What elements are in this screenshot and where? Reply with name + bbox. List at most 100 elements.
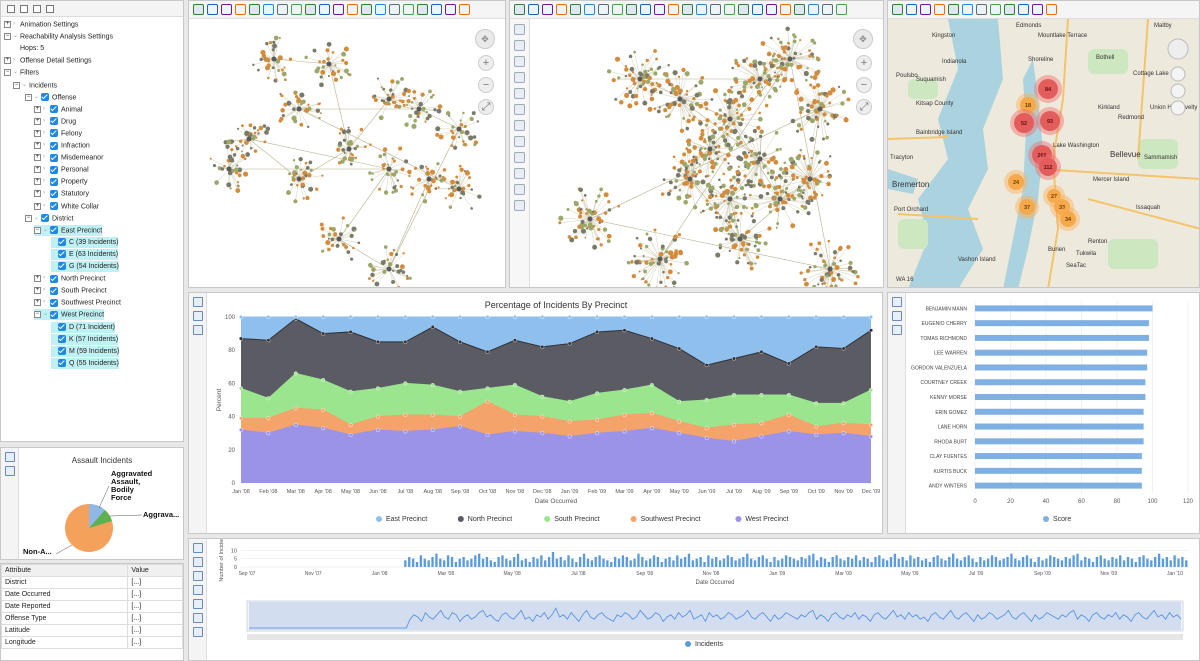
timeline-bar[interactable] (792, 558, 796, 567)
timeline-bar[interactable] (625, 557, 628, 567)
tree-item[interactable]: + › Animation Settings (4, 19, 78, 30)
timeline-bar[interactable] (932, 557, 935, 567)
toolbar-tool-icon[interactable] (724, 4, 735, 15)
timeline-bar[interactable] (676, 555, 679, 567)
timeline-bar[interactable] (648, 558, 652, 567)
toolbar-tool-icon[interactable] (738, 4, 749, 15)
timeline-bar[interactable] (1173, 555, 1176, 567)
chart-settings-icon[interactable] (4, 452, 15, 462)
toolbar-tool-icon[interactable] (193, 4, 204, 15)
area-series-north-precinct[interactable] (241, 318, 871, 404)
data-point[interactable] (841, 431, 846, 436)
collapse-icon[interactable]: − (4, 69, 11, 77)
timeline-bar[interactable] (497, 557, 500, 567)
collapse-all-icon[interactable] (20, 4, 28, 13)
expand-icon[interactable]: + (34, 142, 41, 149)
data-point[interactable] (321, 407, 326, 412)
timeline-bar[interactable] (633, 558, 636, 567)
checkbox[interactable] (50, 165, 58, 174)
score-bar[interactable] (975, 467, 1142, 474)
timeline-bar[interactable] (1072, 555, 1075, 567)
timeline-bar[interactable] (777, 560, 780, 567)
data-point[interactable] (485, 432, 490, 437)
timeline-bar[interactable] (528, 562, 531, 567)
timeline-bar[interactable] (470, 558, 473, 567)
map-view[interactable]: Kingston Edmonds Mountlake Terrace Maltby Po… (888, 18, 1200, 288)
print-icon[interactable] (4, 466, 15, 476)
side-tool-icon[interactable] (514, 24, 525, 35)
data-point[interactable] (869, 422, 874, 427)
timeline-bar[interactable] (847, 557, 850, 567)
timeline-bar[interactable] (850, 558, 854, 567)
timeline-bar[interactable] (975, 562, 978, 567)
checkbox[interactable] (50, 177, 58, 186)
data-point[interactable] (458, 424, 463, 429)
side-tool-icon[interactable] (514, 40, 525, 51)
toolbar-tool-icon[interactable] (249, 4, 260, 15)
toolbar-tool-icon[interactable] (1046, 4, 1057, 15)
data-point[interactable] (403, 315, 408, 320)
data-point[interactable] (430, 324, 435, 329)
timeline-bar[interactable] (1181, 557, 1184, 567)
expand-icon[interactable]: + (34, 202, 41, 210)
side-tool-icon[interactable] (514, 104, 525, 115)
checkbox[interactable] (58, 250, 66, 259)
timeline-bar[interactable] (446, 555, 450, 567)
toolbar-tool-icon[interactable] (542, 4, 553, 15)
data-point[interactable] (595, 391, 600, 396)
toolbar-tool-icon[interactable] (808, 4, 819, 15)
timeline-bar[interactable] (575, 562, 578, 567)
score-bar[interactable] (975, 305, 1153, 312)
data-point[interactable] (403, 412, 408, 417)
timeline-bar[interactable] (715, 557, 718, 567)
timeline-bar[interactable] (617, 558, 621, 567)
toolbar-tool-icon[interactable] (584, 4, 595, 15)
toolbar-tool-icon[interactable] (710, 4, 721, 15)
timeline-bar[interactable] (536, 558, 539, 567)
toolbar-tool-icon[interactable] (221, 4, 232, 15)
timeline-bar[interactable] (990, 555, 994, 567)
side-tool-icon[interactable] (514, 184, 525, 195)
data-point[interactable] (512, 338, 517, 343)
timeline-bar[interactable] (983, 560, 986, 567)
data-point[interactable] (321, 331, 326, 336)
timeline-bar[interactable] (672, 560, 675, 567)
toolbar-tool-icon[interactable] (794, 4, 805, 15)
timeline-bar[interactable] (1064, 557, 1068, 567)
timeline-bar[interactable] (1134, 562, 1137, 567)
timeline-bar[interactable] (781, 558, 784, 567)
toolbar-tool-icon[interactable] (668, 4, 679, 15)
timeline-bar[interactable] (567, 555, 570, 567)
collapse-icon[interactable]: − (4, 33, 11, 41)
timeline-bar[interactable] (882, 558, 885, 567)
checkbox[interactable] (50, 129, 58, 138)
side-tool-icon[interactable] (514, 136, 525, 147)
data-point[interactable] (375, 315, 380, 320)
data-point[interactable] (704, 315, 709, 320)
data-point[interactable] (540, 414, 545, 419)
timeline-bar[interactable] (1049, 555, 1052, 567)
legend-label[interactable]: South Precinct (554, 516, 600, 523)
timeline-bar[interactable] (411, 558, 415, 567)
toolbar-tool-icon[interactable] (598, 4, 609, 15)
timeline-bar[interactable] (1037, 557, 1040, 567)
timeline-bar[interactable] (606, 560, 609, 567)
timeline-bar[interactable] (613, 557, 617, 567)
timeline-bar[interactable] (462, 557, 465, 567)
data-point[interactable] (375, 339, 380, 344)
data-point[interactable] (266, 396, 271, 401)
data-point[interactable] (595, 417, 600, 422)
data-point[interactable] (567, 399, 572, 404)
data-point[interactable] (841, 401, 846, 406)
timeline-bar[interactable] (862, 557, 865, 567)
tree-item[interactable]: + › South Precinct (34, 285, 107, 296)
table-row[interactable]: Longitude [...] (1, 636, 183, 649)
data-point[interactable] (649, 336, 654, 341)
timeline-bar[interactable] (905, 560, 908, 567)
data-point[interactable] (595, 431, 600, 436)
data-point[interactable] (540, 315, 545, 320)
data-point[interactable] (403, 429, 408, 434)
timeline-bar[interactable] (544, 560, 547, 567)
timeline-bar[interactable] (986, 558, 990, 567)
toolbar-tool-icon[interactable] (836, 4, 847, 15)
